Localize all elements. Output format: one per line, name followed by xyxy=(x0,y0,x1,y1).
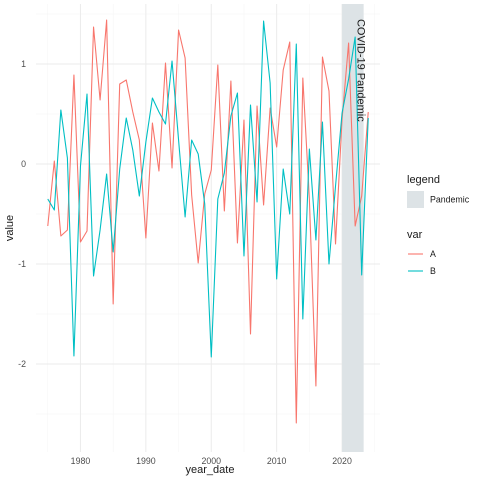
legend-label-a: A xyxy=(430,249,436,259)
pandemic-shaded-region xyxy=(342,4,364,452)
grid-minor xyxy=(36,4,380,452)
covid-pandemic-annotation: COVID-19 Pandemic xyxy=(355,19,367,122)
legend-fill: legend Pandemic xyxy=(407,174,470,208)
y-tick-label: -2 xyxy=(18,359,26,369)
x-tick-label: 2020 xyxy=(332,456,352,466)
series-lines xyxy=(47,19,369,424)
y-tick-label: 1 xyxy=(21,59,26,69)
legend-fill-key-pandemic xyxy=(407,191,424,208)
legend-color: var A B xyxy=(407,229,436,276)
legend-color-title: var xyxy=(407,229,423,241)
x-tick-label: 1980 xyxy=(71,456,91,466)
y-tick-label: -1 xyxy=(18,259,26,269)
x-tick-label: 2000 xyxy=(201,456,221,466)
x-axis-label: year_date xyxy=(186,464,235,476)
y-axis-ticks: 1 0 -1 -2 xyxy=(18,59,26,369)
legend-fill-title: legend xyxy=(407,174,440,186)
series-line-a xyxy=(47,19,369,424)
x-axis-ticks: 1980 1990 2000 2010 2020 xyxy=(71,456,352,466)
series-line-b xyxy=(47,20,369,358)
x-tick-label: 2010 xyxy=(267,456,287,466)
legend-label-b: B xyxy=(430,266,436,276)
legend-fill-label-pandemic: Pandemic xyxy=(430,195,470,205)
y-axis-label: value xyxy=(4,215,16,241)
y-tick-label: 0 xyxy=(21,159,26,169)
x-tick-label: 1990 xyxy=(136,456,156,466)
